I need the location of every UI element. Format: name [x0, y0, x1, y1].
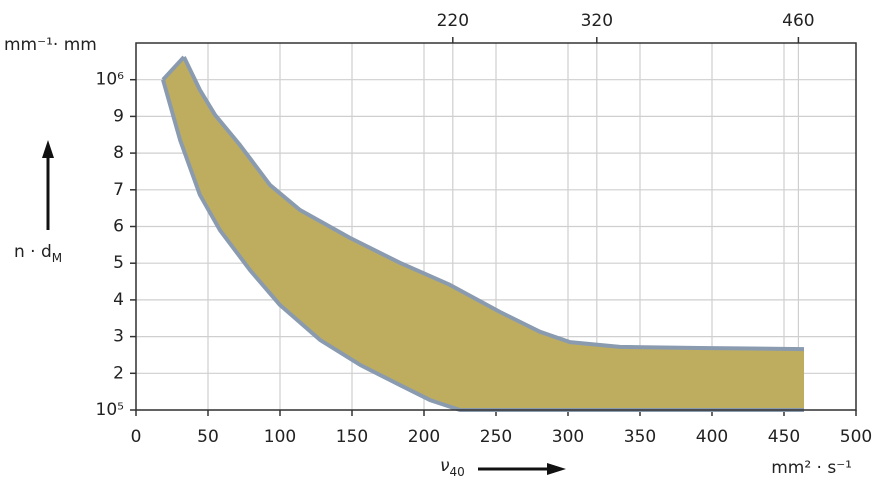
top-x-tick-label: 220 [437, 11, 469, 31]
y-unit: mm⁻¹· mm [4, 35, 97, 55]
x-label-sub: 40 [450, 465, 465, 479]
x-tick-label: 350 [624, 427, 656, 447]
band-fill [163, 56, 805, 411]
y-tick-label: 10⁵ [96, 400, 124, 420]
x-arrow [478, 463, 566, 475]
x-unit: mm² · s⁻¹ [771, 458, 852, 478]
x-tick-label: 100 [264, 427, 296, 447]
y-tick-label: 8 [113, 143, 124, 163]
top-x-tick-label: 460 [782, 11, 814, 31]
x-tick-label: 50 [197, 427, 219, 447]
y-label-sub: M [52, 251, 62, 265]
x-tick-label: 150 [336, 427, 368, 447]
x-tick-label: 400 [696, 427, 728, 447]
band-edge-left [161, 55, 186, 82]
y-tick-label: 5 [113, 253, 124, 273]
y-tick-label: 9 [113, 106, 124, 126]
x-label: ν40 [440, 456, 465, 479]
x-tick-label: 250 [480, 427, 512, 447]
y-tick-label: 10⁶ [96, 70, 125, 90]
y-arrow [42, 140, 54, 230]
x-tick-label: 200 [408, 427, 440, 447]
x-tick-label: 500 [840, 427, 872, 447]
y-label-main: n · d [14, 242, 52, 262]
x-tick-label: 300 [552, 427, 584, 447]
x-tick-label: 0 [131, 427, 142, 447]
x-tick-label: 450 [768, 427, 800, 447]
y-tick-label: 2 [113, 363, 124, 383]
y-label: n · dM [14, 242, 62, 265]
y-tick-label: 7 [113, 180, 124, 200]
top-x-tick-label: 320 [581, 11, 613, 31]
y-tick-label: 6 [113, 217, 124, 237]
x-label-main: ν [440, 456, 450, 476]
y-tick-label: 3 [113, 327, 124, 347]
y-tick-label: 4 [113, 290, 124, 310]
plot-frame [135, 42, 857, 411]
band-edge [161, 79, 805, 412]
band-edge [182, 56, 805, 352]
